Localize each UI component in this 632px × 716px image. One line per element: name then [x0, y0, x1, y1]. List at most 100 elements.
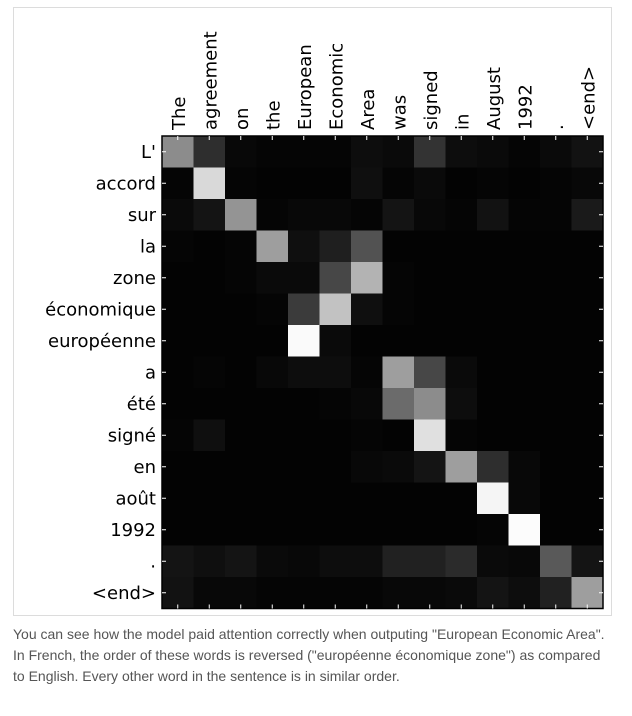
heatmap-cell: [477, 388, 509, 420]
heatmap-cell: [414, 545, 446, 578]
heatmap-cell: [193, 199, 226, 231]
heatmap-cell: [319, 167, 352, 200]
heatmap-cell: [162, 167, 194, 200]
heatmap-cell: [508, 514, 541, 546]
x-tick-label: .: [547, 124, 568, 130]
x-tick-label: 1992: [515, 84, 536, 130]
heatmap-cell: [351, 514, 383, 546]
y-tick-label: <end>: [92, 583, 156, 604]
heatmap-cell: [319, 482, 352, 515]
x-tick-label: <end>: [578, 66, 599, 130]
y-tick-label: été: [127, 394, 156, 415]
heatmap-cell: [571, 199, 604, 231]
y-tick-labels: L' accord sur la zone économique européenne a ét…: [45, 142, 156, 604]
heatmap-cell: [445, 451, 478, 483]
heatmap-cell: [477, 293, 509, 326]
heatmap-cell: [193, 167, 226, 200]
heatmap-cell: [508, 136, 541, 168]
y-tick-label: accord: [96, 173, 156, 194]
heatmap-cell: [445, 293, 478, 326]
heatmap-cell: [193, 482, 226, 515]
heatmap-cell: [319, 262, 352, 294]
y-tick-label: août: [115, 488, 156, 509]
heatmap-cell: [288, 262, 320, 294]
y-tick-label: zone: [113, 268, 156, 289]
heatmap-cell: [382, 514, 415, 546]
heatmap-cell: [540, 262, 572, 294]
x-tick-label: the: [263, 100, 284, 130]
heatmap-cell: [351, 262, 383, 294]
heatmap-cell: [193, 451, 226, 483]
heatmap-cell: [256, 199, 289, 231]
heatmap-cell: [414, 262, 446, 294]
heatmap-cell: [508, 388, 541, 420]
heatmap-cell: [162, 545, 194, 578]
heatmap-cell: [571, 482, 604, 515]
heatmap-cell: [477, 545, 509, 578]
heatmap-cell: [256, 451, 289, 483]
heatmap-cell: [351, 325, 383, 357]
heatmap-cell: [571, 451, 604, 483]
x-tick-label: The: [169, 97, 190, 131]
heatmap-cell: [225, 388, 257, 420]
x-tick-label: August: [484, 67, 505, 130]
heatmap-cell: [414, 167, 446, 200]
heatmap-cell: [256, 293, 289, 326]
heatmap-cell: [351, 199, 383, 231]
heatmap-cell: [319, 514, 352, 546]
heatmap-cell: [508, 325, 541, 357]
heatmap-cell: [540, 482, 572, 515]
heatmap-cell: [445, 356, 478, 389]
heatmap-cell: [382, 545, 415, 578]
heatmap-cell: [319, 136, 352, 168]
heatmap-cell: [193, 545, 226, 578]
heatmap-cell: [477, 167, 509, 200]
heatmap-cell: [351, 136, 383, 168]
heatmap-cell: [351, 545, 383, 578]
heatmap-cell: [571, 545, 604, 578]
heatmap-cell: [382, 167, 415, 200]
heatmap-cell: [193, 388, 226, 420]
heatmap-cell: [288, 419, 320, 452]
heatmap-cell: [571, 325, 604, 357]
heatmap-cell: [445, 388, 478, 420]
heatmap-cell: [382, 419, 415, 452]
heatmap-cell: [256, 262, 289, 294]
heatmap-cell: [382, 199, 415, 231]
heatmap-cell: [319, 577, 352, 609]
figure-caption: You can see how the model paid attention…: [13, 626, 605, 684]
heatmap-cell: [225, 293, 257, 326]
heatmap-cell: [288, 545, 320, 578]
heatmap-cell: [256, 577, 289, 609]
heatmap-cell: [225, 199, 257, 231]
heatmap-cell: [225, 577, 257, 609]
heatmap-cell: [162, 419, 194, 452]
heatmap-cell: [508, 451, 541, 483]
heatmap-cell: [225, 482, 257, 515]
y-tick-label: en: [134, 457, 156, 478]
heatmap-cell: [477, 230, 509, 263]
heatmap-cell: [382, 293, 415, 326]
heatmap-cell: [571, 577, 604, 609]
heatmap-cell: [351, 419, 383, 452]
heatmap-cell: [193, 262, 226, 294]
heatmap-cell: [445, 262, 478, 294]
heatmap-cell: [288, 325, 320, 357]
heatmap-cell: [540, 388, 572, 420]
heatmap-cell: [351, 388, 383, 420]
y-tick-label: la: [140, 236, 156, 257]
heatmap-cell: [414, 419, 446, 452]
heatmap-cell: [540, 419, 572, 452]
heatmap-cell: [162, 577, 194, 609]
heatmap-cell: [382, 230, 415, 263]
heatmap-cell: [477, 325, 509, 357]
heatmap-cell: [445, 325, 478, 357]
heatmap-cell: [256, 325, 289, 357]
heatmap-cell: [414, 356, 446, 389]
heatmap-cell: [319, 545, 352, 578]
heatmap-cell: [445, 419, 478, 452]
heatmap-cell: [382, 262, 415, 294]
heatmap-cell: [382, 136, 415, 168]
heatmap-cell: [508, 577, 541, 609]
heatmap-cell: [193, 325, 226, 357]
